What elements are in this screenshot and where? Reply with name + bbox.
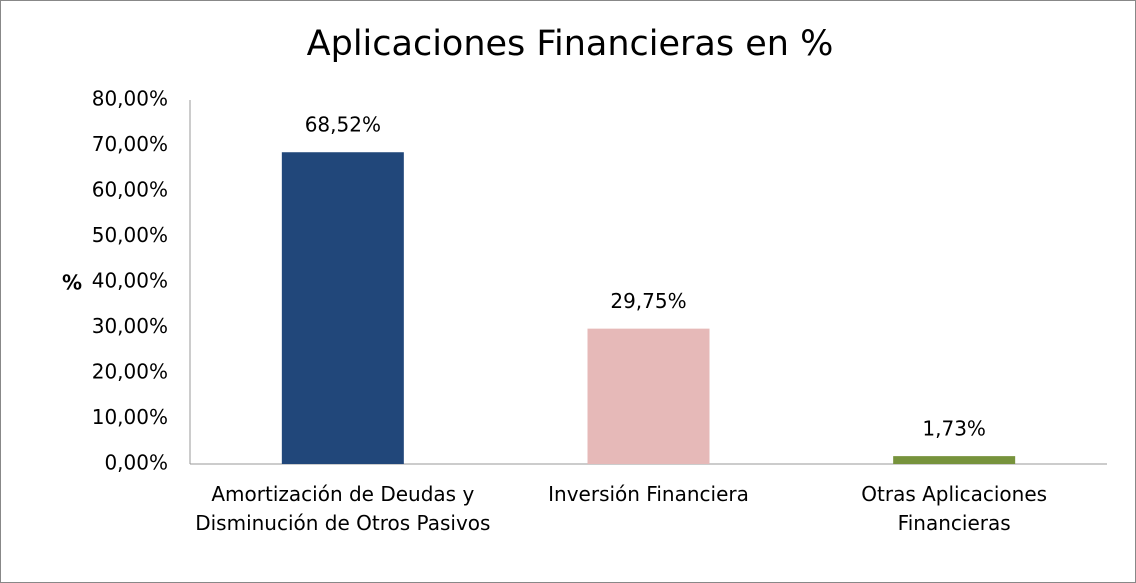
y-tick-label: 60,00% bbox=[92, 178, 168, 202]
y-tick-label: 50,00% bbox=[92, 223, 168, 247]
data-label: 29,75% bbox=[610, 289, 686, 313]
bar bbox=[281, 152, 404, 464]
y-tick-label: 0,00% bbox=[104, 451, 168, 475]
y-axis-label: % bbox=[62, 271, 82, 295]
x-tick-label-box: Otras Aplicaciones Financieras bbox=[861, 482, 1048, 535]
y-tick-label: 30,00% bbox=[92, 314, 168, 338]
y-tick-label: 10,00% bbox=[92, 405, 168, 429]
x-tick-label: Otras Aplicaciones Financieras bbox=[861, 482, 1048, 535]
x-tick-label: Inversión Financiera bbox=[548, 482, 749, 506]
bar bbox=[893, 456, 1016, 464]
y-tick-label: 20,00% bbox=[92, 360, 168, 384]
y-tick-label: 70,00% bbox=[92, 132, 168, 156]
x-tick-label-box: Inversión Financiera bbox=[548, 482, 749, 506]
y-tick-label: 40,00% bbox=[92, 269, 168, 293]
y-tick-label: 80,00% bbox=[92, 87, 168, 111]
data-label: 68,52% bbox=[305, 113, 381, 137]
data-label: 1,73% bbox=[922, 417, 986, 441]
bar bbox=[587, 328, 710, 464]
chart-title: Aplicaciones Financieras en % bbox=[307, 24, 834, 64]
x-tick-label-box: Amortización de Deudas y Disminución de … bbox=[195, 482, 491, 535]
x-tick-label: Amortización de Deudas y Disminución de … bbox=[195, 482, 491, 535]
